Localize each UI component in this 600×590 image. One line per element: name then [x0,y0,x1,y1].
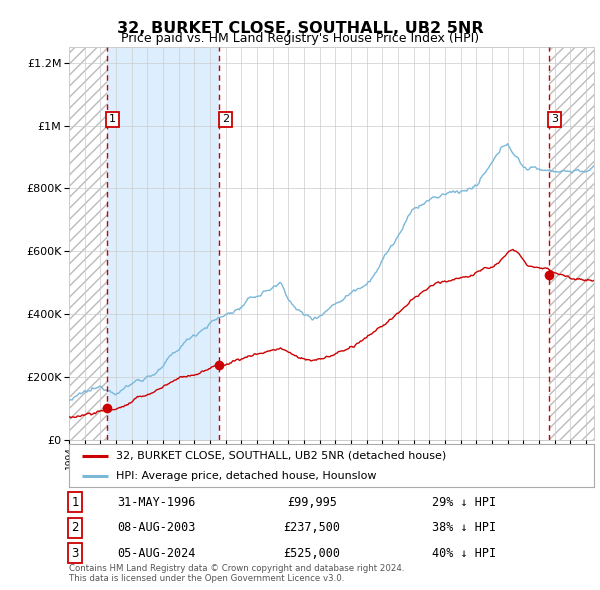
Bar [107,47,220,440]
Text: Contains HM Land Registry data © Crown copyright and database right 2024.
This d: Contains HM Land Registry data © Crown c… [69,563,404,583]
Text: HPI: Average price, detached house, Hounslow: HPI: Average price, detached house, Houn… [116,471,377,481]
Text: 2: 2 [222,114,229,124]
Text: 2: 2 [71,521,79,535]
Text: 1: 1 [71,496,79,509]
Text: 3: 3 [71,546,79,560]
Bar [220,47,548,440]
Bar [548,47,594,440]
Text: 32, BURKET CLOSE, SOUTHALL, UB2 5NR: 32, BURKET CLOSE, SOUTHALL, UB2 5NR [116,21,484,35]
Text: 40% ↓ HPI: 40% ↓ HPI [432,546,496,560]
Text: £525,000: £525,000 [284,546,341,560]
Text: 1: 1 [109,114,116,124]
Bar [69,47,107,440]
Text: 3: 3 [551,114,558,124]
Text: £99,995: £99,995 [287,496,337,509]
Text: £237,500: £237,500 [284,521,341,535]
Text: 38% ↓ HPI: 38% ↓ HPI [432,521,496,535]
Text: 32, BURKET CLOSE, SOUTHALL, UB2 5NR (detached house): 32, BURKET CLOSE, SOUTHALL, UB2 5NR (det… [116,451,446,461]
Text: 29% ↓ HPI: 29% ↓ HPI [432,496,496,509]
Text: Price paid vs. HM Land Registry's House Price Index (HPI): Price paid vs. HM Land Registry's House … [121,32,479,45]
Text: 31-MAY-1996: 31-MAY-1996 [117,496,196,509]
Text: 08-AUG-2003: 08-AUG-2003 [117,521,196,535]
Text: 05-AUG-2024: 05-AUG-2024 [117,546,196,560]
